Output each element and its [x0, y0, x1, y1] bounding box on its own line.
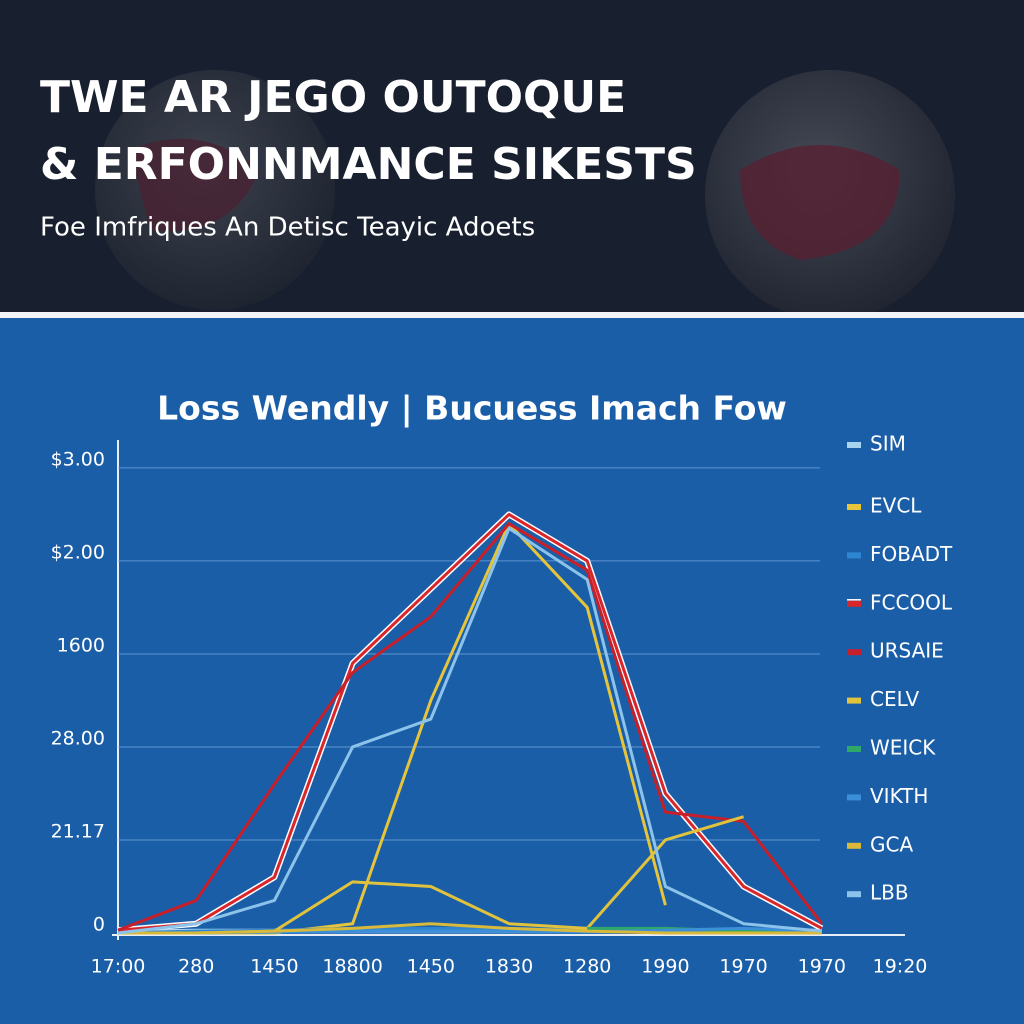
x-tick-label: 1970: [798, 956, 846, 978]
y-tick-label: 21.17: [51, 820, 105, 842]
x-tick-label: 1450: [250, 956, 298, 978]
y-tick-label: 1600: [57, 634, 105, 656]
x-tick-label: 18800: [322, 956, 382, 978]
legend-label: CELV: [870, 687, 920, 711]
x-tick-label: 1990: [641, 956, 689, 978]
y-tick-label: 28.00: [51, 727, 105, 749]
series-line: [117, 522, 823, 932]
x-tick-label: 1970: [719, 956, 767, 978]
chart-title: Loss Wendly | Bucuess Imach Fow: [157, 389, 787, 428]
labels: 0 21.17 28.00 1600 $2.00 $3.00 17:00 280 1450 188…: [51, 432, 953, 978]
series-line: [117, 512, 823, 932]
x-tick-label: 19:20: [873, 956, 928, 978]
header-shade: [0, 0, 1024, 312]
legend-label: VIKTH: [870, 784, 928, 808]
y-tick-label: $2.00: [51, 541, 105, 563]
x-tick-label: 17:00: [91, 956, 146, 978]
y-tick-label: 0: [93, 914, 105, 936]
legend-label: SIM: [870, 432, 906, 456]
header-title: TWE AR JEGO OUTOQUE: [40, 72, 626, 123]
chart-panel: [0, 318, 1024, 1024]
legend-label: GCA: [870, 832, 913, 856]
plot-area: [117, 511, 824, 935]
legend-label: URSAIE: [870, 639, 944, 663]
grid: [118, 467, 820, 934]
ball-decoration: [130, 138, 260, 232]
series-line: [118, 922, 822, 935]
legend-label: EVCL: [870, 494, 922, 518]
y-tick-label: $3.00: [51, 448, 105, 470]
x-tick-label: 1450: [407, 956, 455, 978]
ball-decoration: [740, 145, 900, 260]
legend-label: WEICK: [870, 736, 936, 760]
legend-label: FCCOOL: [870, 590, 953, 614]
header-title: & ERFONNMANCE SIKESTS: [40, 139, 697, 190]
legend-label: FOBADT: [870, 542, 953, 566]
x-tick-label: 1280: [563, 956, 611, 978]
legend-label: LBB: [870, 881, 909, 905]
header-subtitle: Foe Imfriques An Detisc Teayic Adoets: [40, 213, 535, 243]
series-line: [117, 526, 822, 935]
x-tick-label: 280: [178, 956, 214, 978]
separator: [0, 312, 1024, 318]
x-tick-label: 1830: [485, 956, 533, 978]
